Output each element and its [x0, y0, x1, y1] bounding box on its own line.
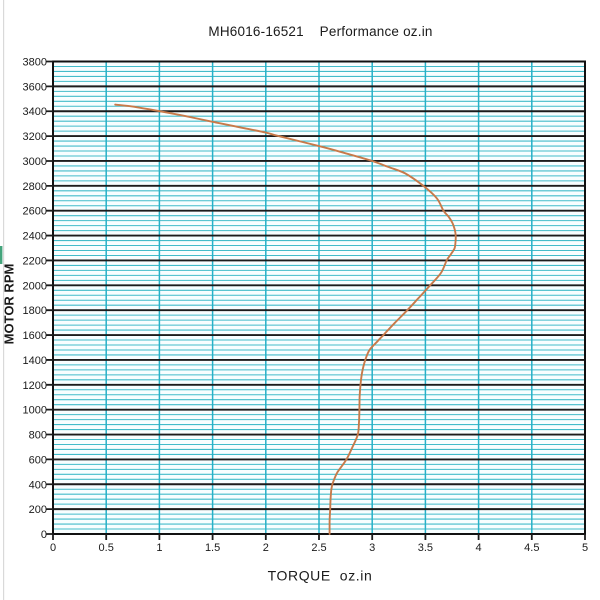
svg-text:800: 800	[29, 430, 47, 442]
svg-text:1.5: 1.5	[205, 542, 220, 554]
svg-text:1000: 1000	[23, 405, 47, 417]
svg-text:3.5: 3.5	[418, 542, 433, 554]
svg-text:1400: 1400	[23, 355, 47, 367]
svg-text:0: 0	[41, 529, 47, 541]
svg-text:200: 200	[29, 504, 47, 516]
svg-text:3000: 3000	[23, 156, 47, 168]
svg-text:3: 3	[369, 542, 375, 554]
svg-text:0: 0	[50, 542, 56, 554]
svg-text:1: 1	[156, 542, 162, 554]
svg-text:4: 4	[476, 542, 482, 554]
svg-text:3400: 3400	[23, 106, 47, 118]
svg-text:0.5: 0.5	[99, 542, 114, 554]
svg-text:600: 600	[29, 454, 47, 466]
svg-text:2800: 2800	[23, 181, 47, 193]
svg-text:2.5: 2.5	[311, 542, 326, 554]
svg-text:400: 400	[29, 479, 47, 491]
svg-text:4.5: 4.5	[524, 542, 539, 554]
svg-text:2000: 2000	[23, 280, 47, 292]
svg-text:3800: 3800	[23, 57, 47, 69]
svg-text:3200: 3200	[23, 131, 47, 143]
svg-text:TORQUE oz.in: TORQUE oz.in	[268, 568, 373, 584]
svg-text:MOTOR RPM: MOTOR RPM	[2, 264, 17, 345]
svg-text:1800: 1800	[23, 305, 47, 317]
svg-text:2400: 2400	[23, 231, 47, 243]
svg-text:2: 2	[263, 542, 269, 554]
svg-text:3600: 3600	[23, 81, 47, 93]
svg-text:2200: 2200	[23, 255, 47, 267]
svg-text:1200: 1200	[23, 380, 47, 392]
svg-text:5: 5	[582, 542, 588, 554]
svg-text:MH6016-16521 Performance oz: MH6016-16521 Performance oz.in	[208, 24, 432, 39]
svg-text:2600: 2600	[23, 206, 47, 218]
svg-text:1600: 1600	[23, 330, 47, 342]
